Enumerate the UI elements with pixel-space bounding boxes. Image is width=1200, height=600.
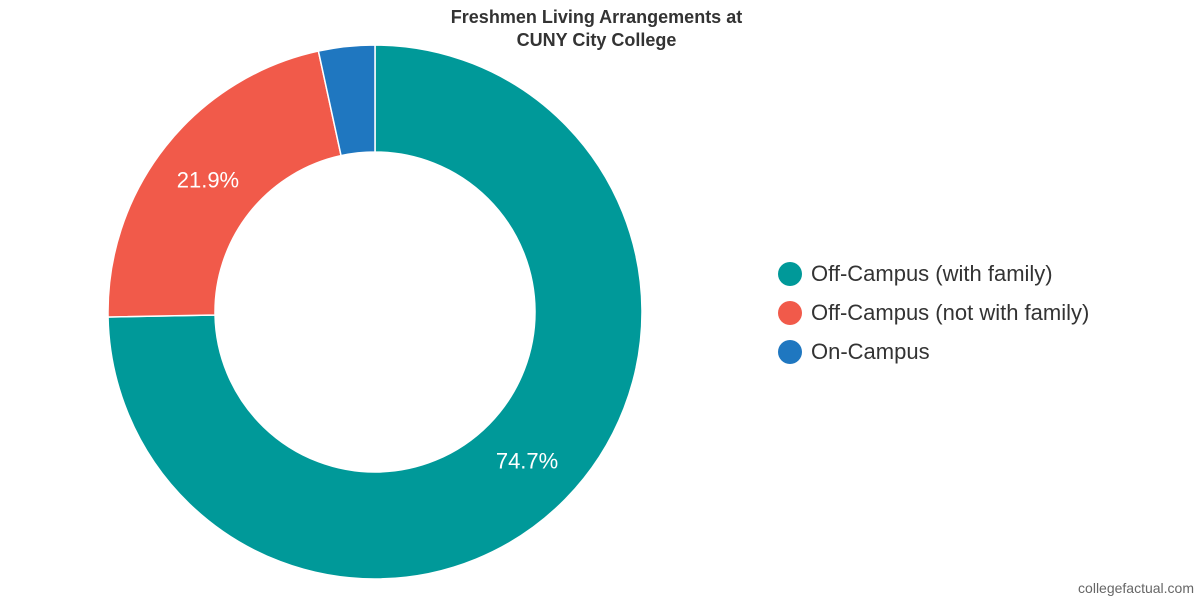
legend-item-on-campus[interactable]: On-Campus	[778, 332, 1089, 371]
chart-title-line-1: Freshmen Living Arrangements at	[450, 7, 743, 27]
legend-swatch	[778, 261, 802, 286]
legend-swatch	[778, 339, 802, 364]
data-label-1: 74.7%	[496, 449, 558, 474]
legend-label: Off-Campus (with family)	[811, 260, 1053, 286]
legend-item-off-campus-with-family[interactable]: Off-Campus (with family)	[778, 254, 1089, 293]
legend-label: On-Campus	[811, 338, 930, 364]
data-label-2: 21.9%	[177, 167, 239, 192]
credit-text[interactable]: collegefactual.com	[1078, 580, 1194, 596]
legend-item-off-campus-not-with-family[interactable]: Off-Campus (not with family)	[778, 293, 1089, 332]
legend: Off-Campus (with family) Off-Campus (not…	[778, 254, 1089, 371]
chart-title: Freshmen Living Arrangements at CUNY Cit…	[0, 6, 1193, 52]
donut-slice-2[interactable]	[107, 50, 342, 318]
donut-slice-3[interactable]	[317, 44, 376, 157]
donut-slice-1[interactable]	[107, 44, 643, 580]
legend-label: Off-Campus (not with family)	[811, 299, 1090, 325]
chart-title-line-2: CUNY City College	[516, 30, 677, 50]
legend-swatch	[778, 300, 802, 325]
